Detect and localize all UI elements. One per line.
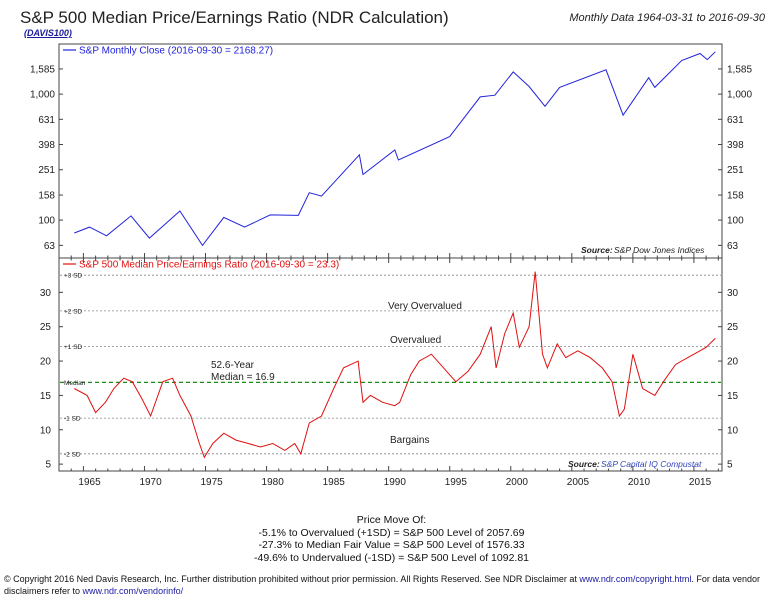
sd-line-label: -2 SD xyxy=(64,451,81,458)
pe-y-tick-label-left: 5 xyxy=(45,460,51,471)
chart-area: 63 63 100 100 158 158 251 251 398 398 631 631 1,000 1… xyxy=(30,43,752,488)
pe-y-tick-label-right: 10 xyxy=(727,425,739,436)
vendor-info-link[interactable]: www.ndr.com/vendorinfo/ xyxy=(82,586,184,596)
pe-y-tick-label-right: 15 xyxy=(727,391,739,402)
sd-line-label: +1 SD xyxy=(64,344,83,351)
page-title: S&P 500 Median Price/Earnings Ratio (NDR… xyxy=(20,8,449,27)
x-tick-label: 2005 xyxy=(567,477,590,488)
series-code-link[interactable]: (DAVIS100) xyxy=(24,28,72,38)
x-tick-label: 1995 xyxy=(445,477,468,488)
x-tick-label: 2010 xyxy=(628,477,651,488)
x-tick-label: 1975 xyxy=(200,477,223,488)
price-panel-frame xyxy=(58,43,723,259)
price-y-tick-label-right: 1,585 xyxy=(727,64,752,75)
median-annotation-line2: Median = 16.9 xyxy=(211,372,275,383)
price-y-tick-label-left: 1,585 xyxy=(30,64,55,75)
price-y-tick-label-left: 63 xyxy=(44,241,56,252)
price-y-tick-label-left: 1,000 xyxy=(30,90,55,101)
pe-y-tick-label-right: 20 xyxy=(727,357,739,368)
pe-panel-frame xyxy=(58,257,723,472)
pe-legend-label: S&P 500 Median Price/Earnings Ratio (201… xyxy=(79,260,339,271)
pe-y-tick-label-right: 30 xyxy=(727,288,739,299)
price-series-line xyxy=(74,51,716,247)
date-range-label: Monthly Data 1964-03-31 to 2016-09-30 xyxy=(569,12,765,24)
very-overvalued-annotation: Very Overvalued xyxy=(388,301,462,312)
price-y-tick-label-right: 251 xyxy=(727,165,744,176)
x-tick-label: 2000 xyxy=(506,477,529,488)
copyright-link[interactable]: www.ndr.com/copyright.html xyxy=(579,574,692,584)
copyright-notice: © Copyright 2016 Ned Davis Research, Inc… xyxy=(4,573,776,597)
pe-y-tick-label-left: 20 xyxy=(40,357,52,368)
price-y-tick-label-right: 100 xyxy=(727,216,744,227)
price-move-line: -27.3% to Median Fair Value = S&P 500 Le… xyxy=(258,539,525,551)
price-move-line: -49.6% to Undervalued (-1SD) = S&P 500 L… xyxy=(253,551,530,564)
pe-y-tick-label-right: 5 xyxy=(727,460,733,471)
price-y-tick-label-right: 631 xyxy=(727,115,744,126)
x-tick-label: 1965 xyxy=(78,477,101,488)
pe-series-line xyxy=(74,271,716,459)
x-tick-label: 2015 xyxy=(689,477,712,488)
sd-line-label: Median xyxy=(64,380,86,387)
price-source-label: Source: xyxy=(581,245,613,255)
price-source-value: S&P Dow Jones Indices xyxy=(614,245,705,255)
x-tick-label: 1985 xyxy=(323,477,346,488)
pe-y-tick-label-left: 30 xyxy=(40,288,52,299)
price-move-block: Price Move Of: -5.1% to Overvalued (+1SD… xyxy=(0,514,783,564)
pe-y-tick-label-left: 25 xyxy=(40,322,52,333)
pe-source-label: Source: xyxy=(568,459,600,469)
price-y-tick-label-left: 631 xyxy=(38,115,55,126)
pe-y-tick-label-left: 10 xyxy=(40,425,52,436)
pe-y-tick-label-right: 25 xyxy=(727,322,739,333)
price-legend-label: S&P Monthly Close (2016-09-30 = 2168.27) xyxy=(79,46,273,57)
price-y-tick-label-left: 100 xyxy=(38,216,55,227)
price-move-line: -5.1% to Overvalued (+1SD) = S&P 500 Lev… xyxy=(258,526,525,539)
price-y-tick-label-right: 1,000 xyxy=(727,90,752,101)
price-y-tick-label-right: 63 xyxy=(727,241,739,252)
x-tick-label: 1970 xyxy=(139,477,162,488)
price-y-tick-label-left: 398 xyxy=(38,140,55,151)
price-y-tick-label-right: 158 xyxy=(727,191,744,202)
x-tick-label: 1980 xyxy=(262,477,285,488)
price-y-tick-label-left: 158 xyxy=(38,191,55,202)
price-move-heading: Price Move Of: xyxy=(356,514,427,526)
sd-line-label: -1 SD xyxy=(64,416,81,423)
bargains-annotation: Bargains xyxy=(390,435,429,446)
overvalued-annotation: Overvalued xyxy=(390,335,441,346)
pe-source-value: S&P Capital IQ Compustat xyxy=(601,459,702,469)
price-y-tick-label-right: 398 xyxy=(727,140,744,151)
median-annotation-line1: 52.6-Year xyxy=(211,360,255,371)
copyright-text-2: . For data vendor disclaimers refer to xyxy=(4,574,760,596)
price-y-tick-label-left: 251 xyxy=(38,165,55,176)
sd-line-label: +3 SD xyxy=(64,273,83,280)
pe-y-tick-label-left: 15 xyxy=(40,391,52,402)
sd-line-label: +2 SD xyxy=(64,308,83,315)
copyright-text: © Copyright 2016 Ned Davis Research, Inc… xyxy=(4,574,580,584)
x-tick-label: 1990 xyxy=(384,477,407,488)
